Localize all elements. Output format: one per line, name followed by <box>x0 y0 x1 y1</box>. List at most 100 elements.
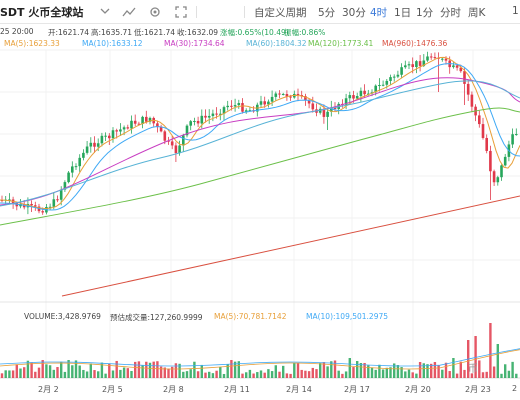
volume-value: VOLUME:3,428.9769 <box>24 312 101 321</box>
volume-bar <box>470 373 474 378</box>
candle-body <box>367 93 370 95</box>
volume-bar <box>122 367 126 378</box>
volume-bar <box>226 364 229 378</box>
candle-body <box>196 120 200 124</box>
volume-bar <box>174 363 178 378</box>
volume-bar <box>23 367 26 378</box>
candle-body <box>111 130 115 139</box>
candle-body <box>178 145 181 154</box>
candle-body <box>404 65 407 68</box>
volume-bar <box>367 365 370 378</box>
collapse-icon[interactable] <box>98 5 112 19</box>
volume-bar <box>256 372 259 378</box>
volume-bar <box>19 368 22 378</box>
volume-bar <box>293 363 296 378</box>
timeframe-1d[interactable]: 1日 <box>394 7 412 19</box>
ma960-line <box>61 195 520 297</box>
volume-bar <box>315 369 318 378</box>
volume-bar <box>171 366 174 378</box>
candle-body <box>274 93 278 97</box>
volume-bar <box>352 367 355 378</box>
candle-body <box>211 113 215 116</box>
candle-body <box>141 116 144 124</box>
candle-body <box>15 203 19 207</box>
price-info-panel: 25 20:00 开:1621.74 高:1635.71 低:1621.74 收… <box>0 24 520 50</box>
volume-bar <box>222 373 226 378</box>
volume-bar <box>78 365 81 378</box>
candle-body <box>363 90 366 95</box>
candle-body <box>126 127 130 129</box>
x-axis-label: 2月 8 <box>163 385 184 394</box>
volume-bar <box>100 362 104 378</box>
volume-bar <box>193 361 196 378</box>
candle-body <box>170 141 174 146</box>
candle-body <box>133 120 137 124</box>
candle-body <box>230 105 233 107</box>
volume-bar <box>126 368 129 378</box>
candle-body <box>374 85 377 93</box>
candle-body <box>67 172 70 183</box>
ma10-value: MA(10):1633.12 <box>82 39 143 48</box>
candle-body <box>441 58 444 60</box>
candle-body <box>48 206 52 208</box>
candle-body <box>52 199 56 207</box>
candle-body <box>296 93 300 96</box>
candle-body <box>59 189 63 200</box>
volume-bar <box>130 371 133 378</box>
candle-body <box>167 140 170 142</box>
candle-body <box>104 135 107 137</box>
candle-body <box>355 96 359 99</box>
volume-bar <box>259 370 263 378</box>
volume-bar <box>178 363 181 378</box>
candle-body <box>130 120 133 129</box>
timeframe-4h[interactable]: 4时 <box>370 7 388 19</box>
volume-bar <box>97 371 100 378</box>
x-axis-label: 2月 2 <box>38 385 59 394</box>
timeframe-5min[interactable]: 5分 <box>318 7 336 19</box>
settings-icon[interactable] <box>148 5 162 19</box>
candle-body <box>226 105 229 108</box>
volume-bar <box>404 371 407 378</box>
volume-bar <box>511 361 514 378</box>
volume-bar <box>455 373 459 378</box>
ma10-line <box>0 63 520 211</box>
volume-bar <box>307 371 311 378</box>
indicator-icon[interactable] <box>122 5 136 19</box>
candle-body <box>396 74 400 77</box>
timeframe-30min[interactable]: 30分 <box>342 7 366 19</box>
candle-body <box>96 143 100 147</box>
candle-body <box>185 125 189 136</box>
volume-bar <box>304 370 307 378</box>
candle-body <box>78 157 81 167</box>
candle-body <box>93 142 96 147</box>
volume-bar <box>507 370 511 378</box>
custom-period-button[interactable]: 自定义周期 <box>254 7 307 19</box>
candle-body <box>300 95 303 97</box>
candle-body <box>304 96 307 101</box>
volume-bar <box>145 361 148 378</box>
volume-bar <box>152 361 155 378</box>
volume-bar <box>481 372 485 378</box>
volume-bar <box>85 371 89 378</box>
timeframe-weekly[interactable]: 周K <box>468 7 486 19</box>
candle-body <box>222 107 226 114</box>
volume-bar <box>215 370 218 378</box>
volume-bar <box>370 367 374 378</box>
candle-body <box>207 115 211 118</box>
candle-body <box>30 203 33 206</box>
candle-body <box>348 95 352 99</box>
volume-bar <box>208 371 211 378</box>
volume-bar <box>433 362 437 378</box>
trading-pair-label[interactable]: SDT 火币全球站 <box>0 6 84 19</box>
ma5-line <box>0 56 520 210</box>
volume-bar <box>418 362 422 378</box>
volume-bar <box>278 371 281 378</box>
fullscreen-icon[interactable] <box>174 5 188 19</box>
timeframe-1min[interactable]: 1分 <box>416 7 434 19</box>
volume-bar <box>115 360 118 378</box>
ma60-line <box>0 80 520 207</box>
timeframe-tick[interactable]: 分时 <box>440 7 461 19</box>
candle-body <box>159 126 163 132</box>
toolbar-overflow[interactable]: 1 <box>512 5 519 17</box>
